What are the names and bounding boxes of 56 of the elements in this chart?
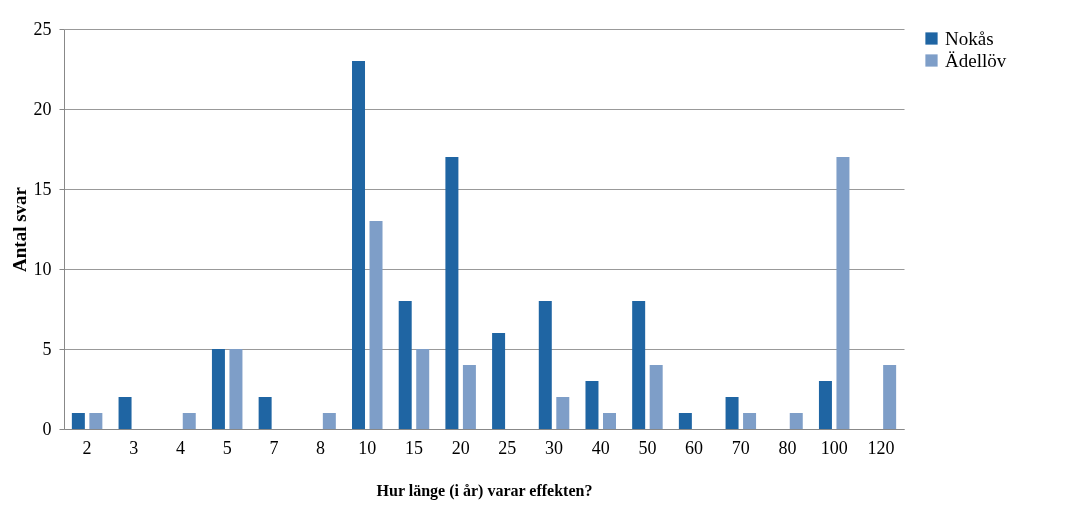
x-tick-label: 25 [498,437,517,458]
x-tick-label: 30 [545,437,564,458]
x-axis-title: Hur länge (i år) varar effekten? [376,481,593,500]
x-tick-label: 60 [685,437,704,458]
x-tick-label: 2 [82,437,92,458]
x-tick-label: 70 [731,437,750,458]
bar [585,381,599,429]
x-tick-label: 10 [358,437,377,458]
bar [492,333,506,429]
y-tick-label: 15 [33,178,52,199]
x-tick-label: 7 [269,437,279,458]
x-tick-label: 15 [404,437,423,458]
x-tick-label: 40 [591,437,610,458]
x-tick-label: 5 [222,437,232,458]
bar [602,413,616,429]
x-tick-label: 8 [316,437,326,458]
bar [462,365,476,429]
x-tick-label: 120 [867,437,895,458]
x-tick-label: 20 [451,437,470,458]
x-tick-label: 50 [638,437,657,458]
y-axis-title: Antal svar [8,186,30,272]
bar [398,301,412,429]
bar [416,349,430,429]
bar [836,157,850,429]
x-tick-label: 80 [778,437,797,458]
bar [678,413,692,429]
bar [369,221,383,429]
y-tick-label: 5 [42,338,52,359]
bar [229,349,243,429]
bar [649,365,663,429]
bar [118,397,132,429]
x-tick-label: 100 [820,437,848,458]
bar [445,157,459,429]
y-tick-label: 25 [33,18,52,39]
y-tick-label: 20 [33,98,52,119]
bar [538,301,552,429]
bar [789,413,803,429]
bar [211,349,225,429]
bar [89,413,103,429]
y-tick-label: 10 [33,258,52,279]
bar [818,381,832,429]
bar [883,365,897,429]
bar [632,301,646,429]
bar [258,397,272,429]
bar [725,397,739,429]
bar [743,413,757,429]
bar [322,413,336,429]
y-tick-label: 0 [42,418,52,439]
bar [182,413,196,429]
bar [556,397,570,429]
bar [71,413,85,429]
legend-label: Ädellöv [945,49,1007,71]
x-tick-label: 3 [129,437,139,458]
legend-label: Nokås [945,27,994,49]
bar [352,61,366,429]
x-tick-label: 4 [176,437,185,458]
